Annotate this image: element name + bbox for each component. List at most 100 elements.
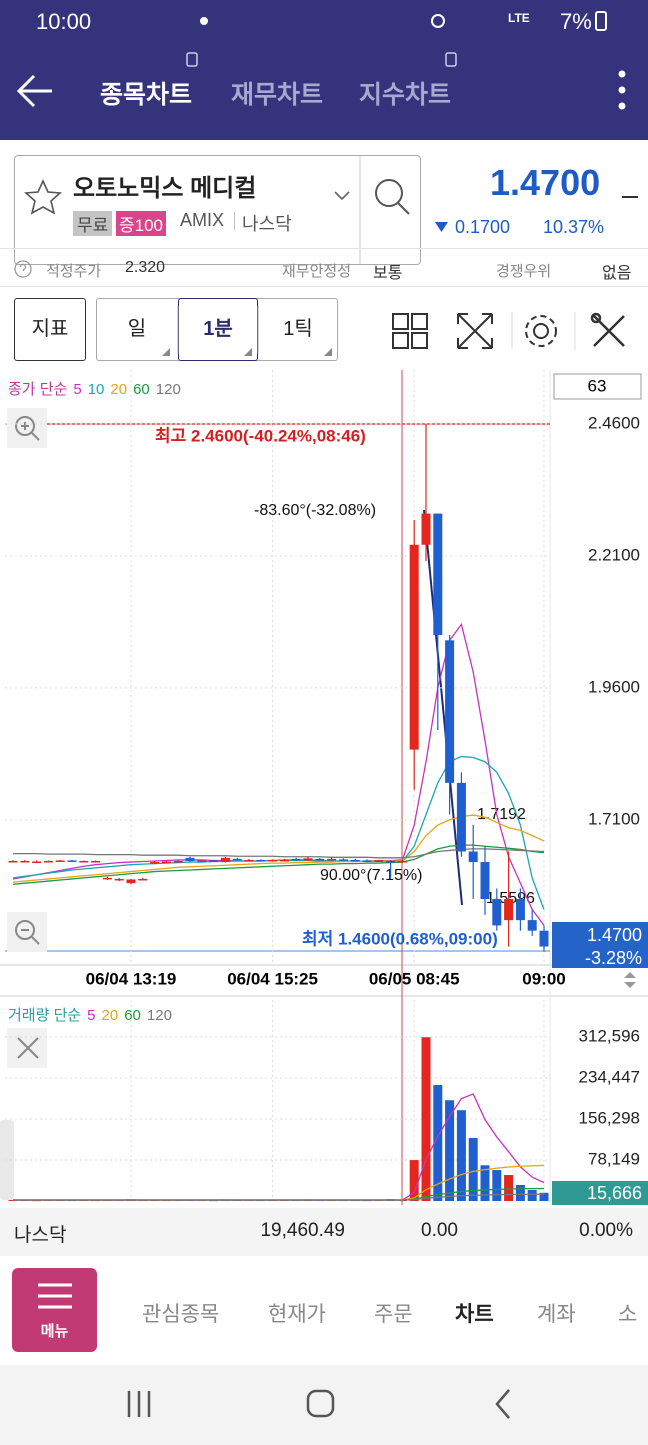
tag: 무료 xyxy=(73,211,113,236)
nav-item[interactable]: 소 xyxy=(618,1303,638,1326)
candle-body xyxy=(138,878,148,881)
candle-body xyxy=(43,860,53,863)
x-tick-label: 06/04 15:25 xyxy=(227,969,318,988)
info-value: 없음 xyxy=(602,265,632,282)
candle-body xyxy=(91,860,101,863)
volume-bar xyxy=(421,1037,431,1201)
nav-item[interactable]: 계좌 xyxy=(537,1303,576,1326)
trend-drawing xyxy=(423,509,463,906)
back[interactable] xyxy=(495,1389,510,1419)
candle-body xyxy=(362,860,372,862)
period-button[interactable]: 일 xyxy=(127,318,147,340)
volume-bar xyxy=(468,1138,478,1201)
y-tick-label: 78,149 xyxy=(588,1149,640,1168)
volume-bar xyxy=(539,1192,549,1201)
current-volume-box xyxy=(552,1181,648,1205)
close-volume[interactable] xyxy=(7,1028,47,1068)
annotation-angle: 90.00°(7.15%) xyxy=(320,867,422,884)
count: 63 xyxy=(588,376,607,395)
candle-body xyxy=(374,860,384,862)
market-index: 19,460.49 xyxy=(260,1220,345,1241)
ma-line xyxy=(13,848,545,859)
market-change-pct: 0.00% xyxy=(579,1220,633,1241)
volume-bar xyxy=(492,1170,502,1201)
status-time: 10:00 xyxy=(36,9,92,34)
candle-body xyxy=(173,860,183,863)
info-value: 보통 xyxy=(373,265,403,282)
candle-body xyxy=(161,861,171,864)
stock-box xyxy=(14,155,421,265)
candle-body xyxy=(220,857,230,863)
legend-title: 거래량 단순 xyxy=(8,1007,81,1024)
candle-body xyxy=(55,860,65,862)
candle-body xyxy=(20,860,30,863)
candle-body xyxy=(244,859,254,862)
annotation-low: 최저 1.4600(0.68%,09:00) xyxy=(302,929,498,948)
info-label: 적정주가 xyxy=(46,263,102,280)
zoom-out[interactable] xyxy=(7,912,47,952)
candle-body xyxy=(421,513,431,545)
legend-item: 60 xyxy=(133,381,150,398)
volume-bar xyxy=(209,1200,219,1202)
legend-title: 종가 단순 xyxy=(8,381,68,398)
volume-bar xyxy=(362,1200,372,1202)
tab[interactable]: 지수차트 xyxy=(359,81,452,109)
candle-body xyxy=(279,859,289,862)
nav-item[interactable]: 관심종목 xyxy=(142,1303,220,1326)
menu-button[interactable]: 메뉴 xyxy=(12,1268,97,1352)
last-price-box xyxy=(552,922,648,968)
legend-item: 120 xyxy=(147,1007,172,1024)
down-triangle xyxy=(435,222,448,232)
annotation-high: 최고 2.4600(-40.24%,08:46) xyxy=(155,426,366,445)
y-tick-label: 234,447 xyxy=(579,1067,640,1086)
candle-body xyxy=(539,930,549,947)
candle-body xyxy=(291,858,301,861)
market-name: 나스닥 xyxy=(14,1225,67,1246)
legend-item: 120 xyxy=(156,381,181,398)
x-tick-label: 09:00 xyxy=(522,969,565,988)
ma-line xyxy=(12,622,545,926)
candle-body xyxy=(397,860,407,863)
candle-body xyxy=(67,860,77,862)
search-button[interactable] xyxy=(375,179,403,207)
candle-body xyxy=(504,899,514,921)
recent-apps[interactable] xyxy=(127,1391,151,1417)
ma-line xyxy=(12,844,545,885)
candle-body xyxy=(315,858,325,861)
divider xyxy=(234,212,235,230)
separator xyxy=(0,248,648,249)
y-tick-label: 156,298 xyxy=(579,1108,640,1127)
help-icon[interactable] xyxy=(13,259,33,279)
favorite-star[interactable] xyxy=(24,179,62,215)
tab[interactable]: 종목차트 xyxy=(100,81,193,109)
candle-body xyxy=(197,860,207,862)
price-dash xyxy=(622,196,638,198)
candle-body xyxy=(492,899,502,926)
candle-body xyxy=(480,862,490,900)
tab[interactable]: 재무차트 xyxy=(231,81,324,109)
zoom-in[interactable] xyxy=(7,408,47,448)
home[interactable] xyxy=(306,1389,335,1418)
volume-bar xyxy=(480,1165,490,1201)
nav-item[interactable]: 현재가 xyxy=(268,1303,326,1326)
nav-item[interactable]: 차트 xyxy=(455,1303,494,1326)
stock-box-icons xyxy=(24,156,410,264)
market-change: 0.00 xyxy=(421,1220,458,1241)
period-button[interactable]: 1틱 xyxy=(283,318,313,340)
y-tick-label: 1.7100 xyxy=(588,809,640,828)
scroll-arrows[interactable] xyxy=(624,972,636,988)
change-pct: 10.37% xyxy=(543,217,605,237)
price: 1.4700 xyxy=(490,162,601,203)
legend-item: 20 xyxy=(110,381,127,398)
volume-bar xyxy=(32,1200,42,1202)
ma-line xyxy=(12,814,545,883)
candle-body xyxy=(79,860,89,863)
bottom-menu: 메뉴 관심종목 현재가 주문 차트 계좌 소 xyxy=(0,1257,648,1365)
chart-panel: 63 최고 2.4600(-40.24%,08:46) -83.60°(-32.… xyxy=(0,370,648,1205)
legend-item: 60 xyxy=(124,1007,141,1024)
nav-item[interactable]: 주문 xyxy=(374,1303,413,1326)
back-button[interactable] xyxy=(16,74,52,108)
indicator-button[interactable]: 지표 xyxy=(14,298,86,361)
stock-name: 오토노믹스 메디컬 xyxy=(73,175,257,202)
candle-body xyxy=(114,878,124,881)
